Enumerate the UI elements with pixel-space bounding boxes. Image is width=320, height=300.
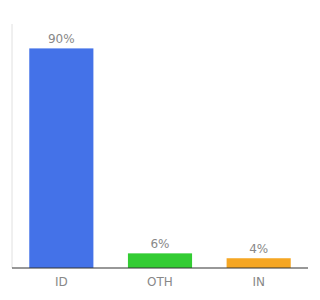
x-tick-label: ID [55,275,68,289]
chart-container: 90% 6% 4% ID OTH IN [0,0,320,300]
data-label: 6% [150,237,169,251]
bar [128,253,192,268]
data-label: 90% [48,32,75,46]
data-label: 4% [249,242,268,256]
bars [29,48,290,268]
chart: 90% 6% 4% ID OTH IN [0,0,320,300]
x-tick-label: IN [252,275,265,289]
x-tick-label: OTH [147,275,173,289]
bar [227,258,291,268]
y-axis-line [12,24,13,268]
x-axis-line [12,267,308,268]
bar [29,48,93,268]
